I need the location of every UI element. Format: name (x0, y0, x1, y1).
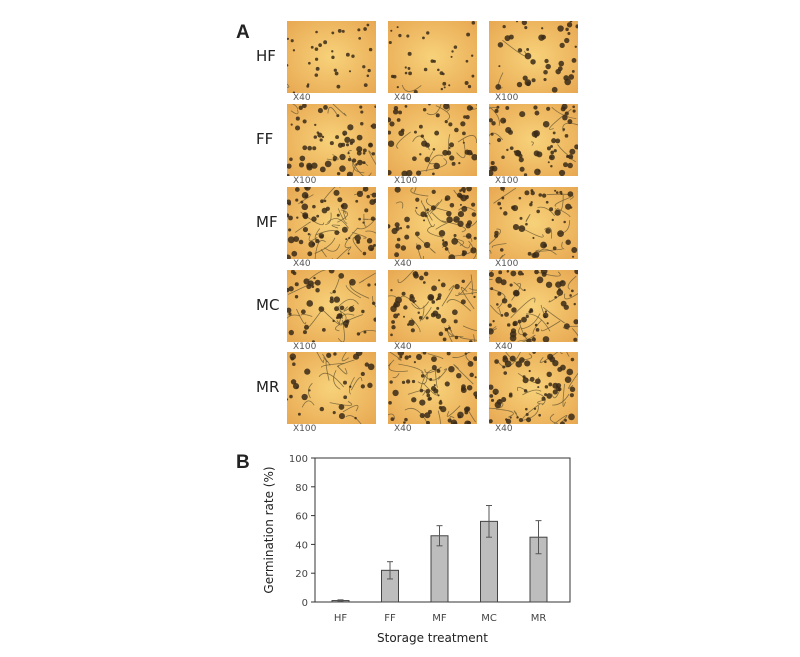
y-tick-label: 40 (295, 540, 308, 551)
row-label-mf: MF (256, 213, 278, 231)
x-axis-label: Storage treatment (377, 631, 488, 645)
magnification-label: X100 (495, 259, 519, 269)
micrograph-mr-1 (287, 352, 376, 424)
x-tick-label: FF (384, 613, 396, 624)
y-tick-label: 0 (302, 598, 308, 609)
micrograph-hf-1 (287, 21, 376, 93)
x-tick-label: MF (432, 613, 447, 624)
magnification-label: X40 (495, 424, 513, 434)
micrograph-mr-3 (489, 352, 578, 424)
micrograph-mf-3 (489, 187, 578, 259)
row-label-ff: FF (256, 130, 274, 148)
y-axis-label: Germination rate (%) (262, 466, 276, 593)
magnification-label: X100 (293, 342, 317, 352)
micrograph-ff-1 (287, 104, 376, 176)
micrograph-ff-2 (388, 104, 477, 176)
y-tick-label: 20 (295, 569, 308, 580)
magnification-label: X100 (394, 176, 418, 186)
row-label-hf: HF (256, 47, 276, 65)
micrograph-hf-3 (489, 21, 578, 93)
magnification-label: X40 (293, 259, 311, 269)
y-tick-label: 100 (289, 454, 308, 465)
micrograph-mc-2 (388, 270, 477, 342)
x-tick-label: MR (531, 613, 547, 624)
magnification-label: X100 (495, 176, 519, 186)
y-tick-label: 60 (295, 512, 308, 523)
magnification-label: X40 (495, 342, 513, 352)
magnification-label: X100 (495, 93, 519, 103)
row-label-mr: MR (256, 378, 280, 396)
magnification-label: X40 (394, 342, 412, 352)
magnification-label: X100 (293, 176, 317, 186)
micrograph-mc-1 (287, 270, 376, 342)
y-tick-label: 80 (295, 483, 308, 494)
magnification-label: X40 (293, 93, 311, 103)
micrograph-mf-1 (287, 187, 376, 259)
micrograph-mf-2 (388, 187, 477, 259)
row-label-mc: MC (256, 296, 280, 314)
magnification-label: X40 (394, 93, 412, 103)
magnification-label: X40 (394, 259, 412, 269)
micrograph-mc-3 (489, 270, 578, 342)
magnification-label: X40 (394, 424, 412, 434)
micrograph-mr-2 (388, 352, 477, 424)
micrograph-ff-3 (489, 104, 578, 176)
panel-b-letter: B (236, 452, 250, 473)
magnification-label: X100 (293, 424, 317, 434)
panel-a-letter: A (236, 22, 250, 43)
x-tick-label: HF (334, 613, 348, 624)
micrograph-hf-2 (388, 21, 477, 93)
x-tick-label: MC (481, 613, 497, 624)
